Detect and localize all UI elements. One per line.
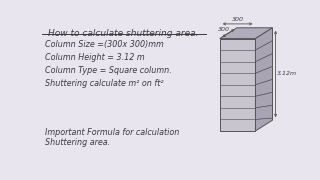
Text: Shuttering calculate m² on ft²: Shuttering calculate m² on ft² [45, 79, 163, 88]
Text: Column Height = 3.12 m: Column Height = 3.12 m [45, 53, 144, 62]
Text: Column Size =(300x 300)mm: Column Size =(300x 300)mm [45, 40, 164, 49]
Text: How to calculate shuttering area.: How to calculate shuttering area. [48, 28, 199, 37]
Text: 300: 300 [232, 17, 244, 22]
Text: 300: 300 [219, 27, 230, 32]
Text: Shuttering area.: Shuttering area. [45, 138, 110, 147]
Text: Important Formula for calculation: Important Formula for calculation [45, 128, 179, 137]
Bar [220, 39, 255, 131]
Text: Column Type = Square column.: Column Type = Square column. [45, 66, 172, 75]
Polygon shape [220, 28, 273, 39]
Text: 3.12m: 3.12m [277, 71, 297, 76]
Polygon shape [255, 28, 273, 131]
